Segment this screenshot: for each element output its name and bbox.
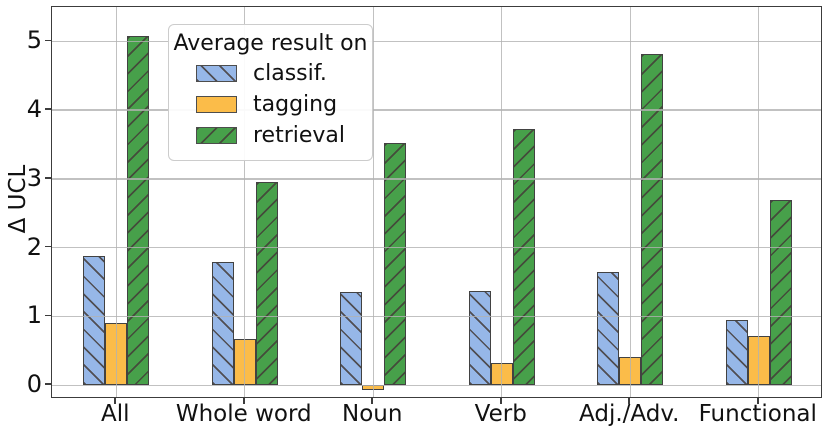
x-tickmark-Verb xyxy=(499,398,502,404)
legend-swatch-retrieval xyxy=(196,127,237,144)
y-tick-label-2: 2 xyxy=(26,232,42,261)
gridline-h-2 xyxy=(52,247,821,249)
gridline-h-5 xyxy=(52,40,821,43)
gridline-v-Functional xyxy=(758,7,760,397)
bar-retrieval-All xyxy=(127,35,150,386)
x-tickmark-Functional xyxy=(756,398,759,404)
x-tickmark-Wholeword xyxy=(242,398,245,404)
gridline-v-Verb xyxy=(501,7,503,397)
gridline-h-1 xyxy=(52,315,821,318)
x-tick-label-Verb: Verb xyxy=(474,401,527,427)
gridline-h-4 xyxy=(52,109,821,111)
gridline-h-0 xyxy=(52,384,821,386)
y-tick-label-3: 3 xyxy=(26,163,42,192)
bar-classif-Wholeword xyxy=(211,262,234,386)
x-tick-label-Noun: Noun xyxy=(342,401,403,427)
plot-area xyxy=(51,6,822,398)
y-tick-label-0: 0 xyxy=(26,370,42,399)
y-tick-label-1: 1 xyxy=(26,301,42,330)
bar-classif-All xyxy=(83,255,106,386)
gridline-v-AdjAdv xyxy=(629,7,631,397)
bar-retrieval-AdjAdv xyxy=(641,54,664,386)
bar-classif-Noun xyxy=(340,292,363,386)
legend-label-classif: classif. xyxy=(253,61,327,86)
legend-title: Average result on xyxy=(173,31,368,56)
x-tick-label-All: All xyxy=(100,401,130,427)
legend-entries: classif. tagging retrieval xyxy=(169,58,372,151)
y-tickmark-2 xyxy=(45,245,51,248)
y-tickmark-4 xyxy=(45,108,51,110)
gridline-h-3 xyxy=(52,178,821,180)
bar-retrieval-Noun xyxy=(384,143,407,386)
bar-retrieval-Functional xyxy=(769,199,792,386)
y-tickmark-5 xyxy=(45,39,51,42)
x-tickmark-AdjAdv xyxy=(628,398,631,404)
bar-classif-AdjAdv xyxy=(597,272,620,386)
y-axis-label: Δ UCL xyxy=(5,164,31,234)
x-tickmark-Noun xyxy=(371,398,374,404)
y-tickmark-3 xyxy=(45,177,51,179)
legend-entry-tagging: tagging xyxy=(169,89,372,120)
x-tick-label-AdjAdv: Adj./Adv. xyxy=(579,401,680,427)
gridline-v-Noun xyxy=(372,7,374,397)
bar-retrieval-Verb xyxy=(512,128,535,386)
legend-entry-retrieval: retrieval xyxy=(169,120,372,151)
y-tick-label-4: 4 xyxy=(26,95,42,124)
legend-entry-classif: classif. xyxy=(169,58,372,89)
bar-classif-Functional xyxy=(725,319,748,386)
y-tickmark-1 xyxy=(45,314,51,317)
legend-label-retrieval: retrieval xyxy=(253,123,346,148)
x-tick-label-Functional: Functional xyxy=(698,401,817,427)
gridline-v-Wholeword xyxy=(244,7,246,397)
x-tick-label-Wholeword: Whole word xyxy=(175,401,312,427)
legend-swatch-tagging xyxy=(196,96,237,113)
legend-swatch-classif xyxy=(196,65,237,82)
bar-retrieval-Wholeword xyxy=(255,181,278,386)
x-tickmark-All xyxy=(114,398,117,404)
gridline-v-All xyxy=(115,7,117,397)
legend: Average result on classif. tagging retriev… xyxy=(168,24,373,161)
legend-label-tagging: tagging xyxy=(253,92,338,117)
y-tick-label-5: 5 xyxy=(26,26,42,55)
bar-classif-Verb xyxy=(468,291,491,386)
y-tickmark-0 xyxy=(45,383,51,386)
